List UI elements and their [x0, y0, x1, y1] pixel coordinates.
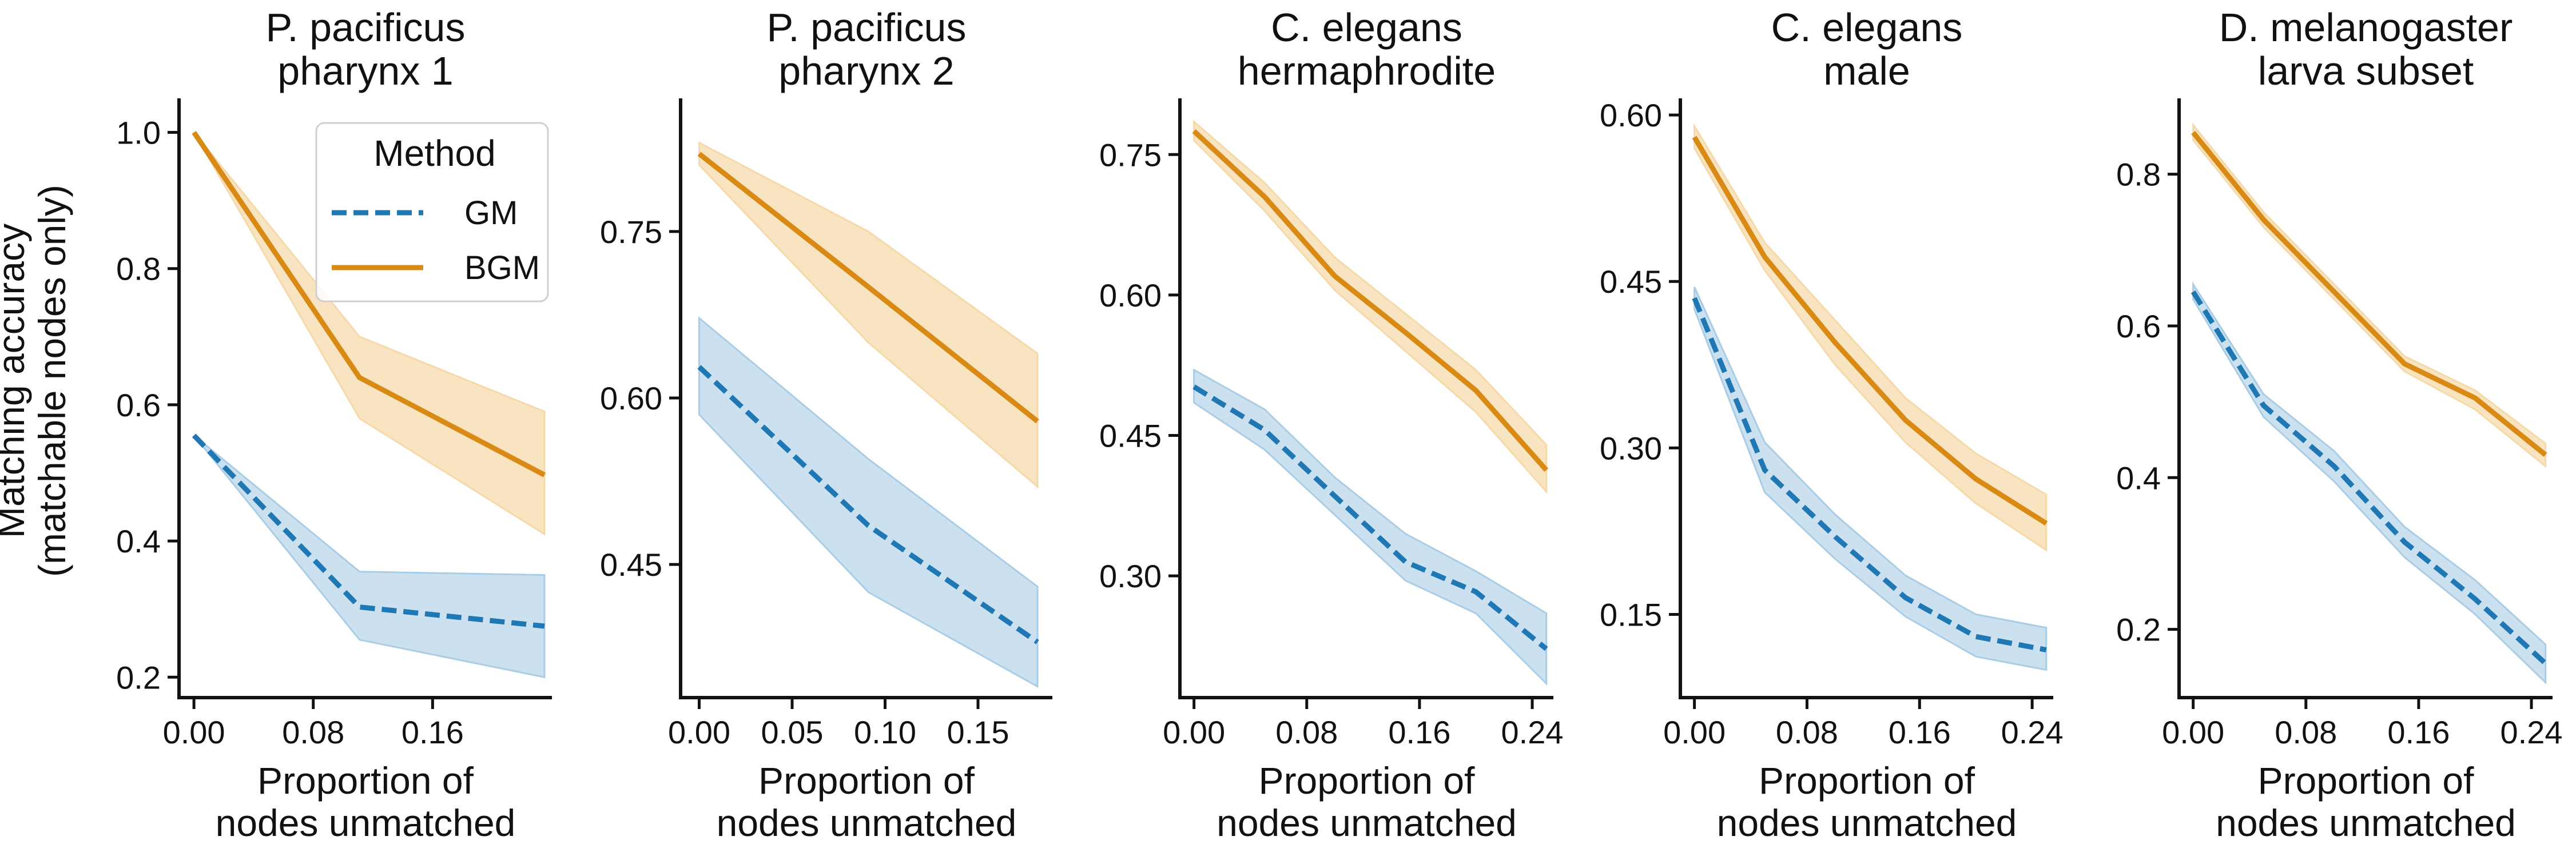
x-tick-label: 0.16 — [1388, 714, 1450, 750]
x-tick-label: 0.24 — [1501, 714, 1564, 750]
panel-title: C. elegans — [1271, 5, 1462, 50]
x-tick-label: 0.08 — [2275, 714, 2337, 750]
line-gm — [1692, 297, 2047, 652]
line-bgm — [192, 130, 546, 477]
line-bgm — [1692, 136, 2048, 526]
y-tick-label: 0.4 — [116, 523, 161, 559]
ci-band-gm — [698, 316, 1039, 688]
y-axis-label: Matching accuracy(matchable nodes only) — [0, 185, 73, 577]
y-tick-label: 0.45 — [600, 547, 662, 583]
x-tick-label: 0.08 — [1275, 714, 1338, 750]
x-tick-label: 0.00 — [1163, 714, 1225, 750]
y-tick-label: 0.75 — [1099, 137, 1162, 173]
y-tick-label: 0.60 — [1600, 97, 1662, 133]
panel-title: P. pacificus — [266, 5, 466, 50]
x-axis-label: Proportion of — [2258, 759, 2475, 802]
ci-band-bgm — [1694, 123, 2048, 552]
y-axis-label-line: Matching accuracy — [0, 224, 32, 538]
panel-title: larva subset — [2258, 49, 2474, 93]
x-tick-label: 0.16 — [2387, 714, 2450, 750]
x-tick-label: 0.08 — [1776, 714, 1838, 750]
panel-title: D. melanogaster — [2219, 5, 2513, 50]
line-gm — [2191, 290, 2547, 666]
x-axis-label: Proportion of — [758, 759, 975, 802]
panel-title: C. elegans — [1771, 5, 1963, 50]
ci-band-gm — [1694, 286, 2048, 671]
line-bgm — [2191, 130, 2547, 457]
x-axis-label: nodes unmatched — [216, 802, 516, 844]
chart-panel-5: 0.2 0.4 0.6 0.8 0.00 0.08 0.16 0.24 D. melanogas… — [2116, 5, 2562, 844]
x-tick-label: 0.08 — [282, 714, 344, 750]
y-tick-label: 0.15 — [1600, 596, 1662, 632]
x-tick-label: 0.16 — [401, 714, 464, 750]
x-axis-label: nodes unmatched — [2216, 802, 2516, 844]
legend-label-bgm: BGM — [464, 249, 540, 286]
y-tick-label: 1.0 — [116, 115, 161, 151]
y-tick-label: 0.45 — [1600, 264, 1662, 300]
ci-band-bgm — [698, 141, 1039, 489]
line-gm — [192, 433, 545, 629]
line-bgm — [1192, 129, 1549, 472]
x-axis-label: nodes unmatched — [717, 802, 1017, 844]
ci-band-bgm — [2192, 122, 2547, 468]
chart-panel-1: 0.2 0.4 0.6 0.8 1.0 0.00 0.08 0.16 P. pacificusp… — [116, 5, 552, 844]
line-gm — [1192, 384, 1548, 651]
line-bgm — [697, 152, 1039, 424]
legend-label-gm: GM — [464, 194, 518, 232]
x-tick-label: 0.24 — [2001, 714, 2064, 750]
chart-panels: 0.20.40.60.81.00.00 0.08 0.16P. pacificusp… — [116, 5, 2562, 844]
y-axis-label-line: (matchable nodes only) — [31, 185, 73, 577]
x-tick-label: 0.10 — [854, 714, 916, 750]
ci-band-gm — [2192, 281, 2547, 685]
y-tick-label: 0.8 — [2116, 157, 2161, 193]
x-axis-label: Proportion of — [1759, 759, 1975, 802]
panel-title: male — [1823, 49, 1910, 93]
y-tick-label: 0.30 — [1099, 558, 1162, 594]
panel-title: pharynx 1 — [277, 49, 453, 93]
x-tick-label: 0.00 — [2162, 714, 2224, 750]
x-tick-label: 0.16 — [1889, 714, 1951, 750]
y-tick-label: 0.4 — [2116, 460, 2161, 496]
x-tick-label: 0.15 — [947, 714, 1009, 750]
x-tick-label: 0.00 — [163, 714, 225, 750]
y-tick-label: 0.8 — [116, 251, 161, 287]
y-tick-label: 0.60 — [600, 380, 662, 416]
line-gm — [697, 365, 1039, 644]
chart-panel-3: 0.30 0.45 0.60 0.75 0.00 0.08 0.16 0.24 C. elega… — [1099, 5, 1564, 844]
x-axis-label: Proportion of — [257, 759, 474, 802]
y-tick-label: 0.45 — [1099, 418, 1162, 454]
y-tick-label: 0.30 — [1600, 430, 1662, 466]
chart-panel-2: 0.45 0.60 0.75 0.00 0.05 0.10 0.15 P. pacificus… — [600, 5, 1052, 844]
legend: Method GM BGM — [315, 122, 549, 302]
panel-title: pharynx 2 — [778, 49, 954, 93]
legend-title: Method — [373, 133, 495, 174]
y-tick-label: 0.6 — [2116, 308, 2161, 344]
chart-panel-4: 0.15 0.30 0.45 0.60 0.00 0.08 0.16 0.24 C. elega… — [1600, 5, 2064, 844]
x-tick-label: 0.24 — [2501, 714, 2563, 750]
y-tick-label: 0.75 — [600, 214, 662, 250]
panel-title: hermaphrodite — [1238, 49, 1496, 93]
x-axis-label: nodes unmatched — [1217, 802, 1517, 844]
x-tick-label: 0.00 — [1663, 714, 1726, 750]
y-tick-label: 0.2 — [2116, 612, 2161, 648]
y-tick-label: 0.2 — [116, 659, 161, 695]
y-tick-label: 0.6 — [116, 387, 161, 423]
x-tick-label: 0.05 — [761, 714, 824, 750]
x-axis-label: nodes unmatched — [1717, 802, 2017, 844]
legend-box — [315, 122, 549, 302]
x-axis-label: Proportion of — [1259, 759, 1476, 802]
x-tick-label: 0.00 — [668, 714, 730, 750]
panel-title: P. pacificus — [767, 5, 967, 50]
y-tick-label: 0.60 — [1099, 277, 1162, 313]
